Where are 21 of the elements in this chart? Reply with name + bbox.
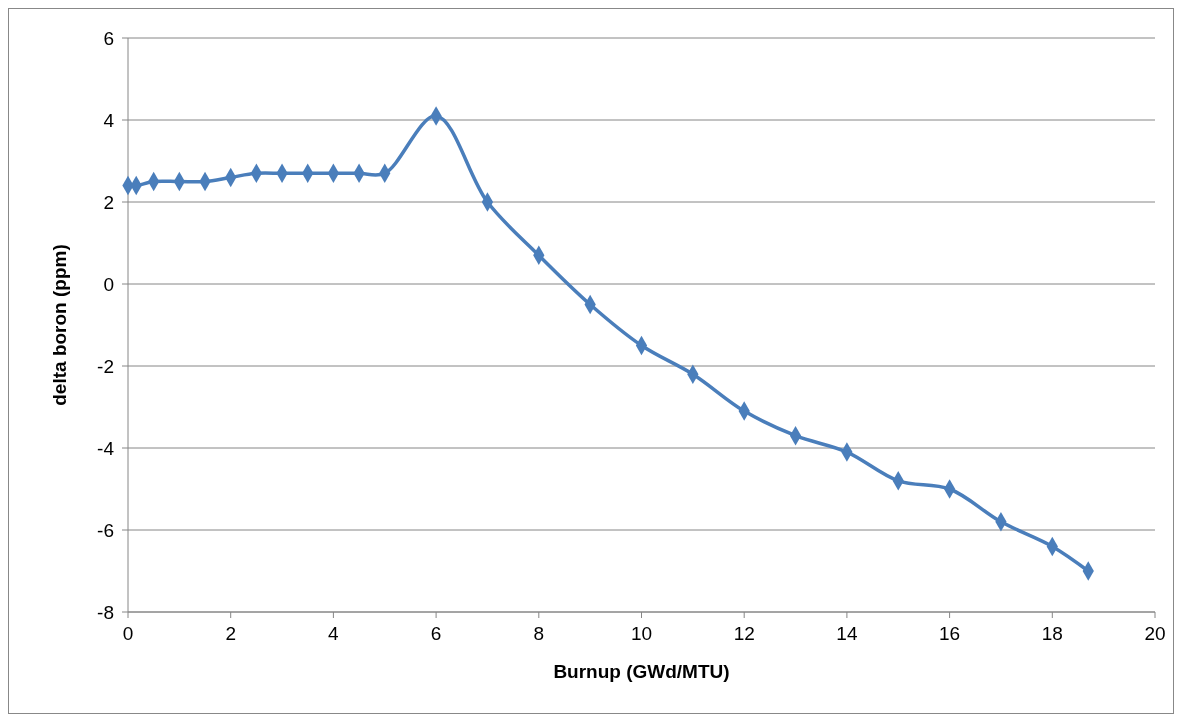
x-tick-label: 10	[630, 623, 653, 644]
x-tick-label: 12	[733, 623, 755, 644]
y-tick-label: -4	[97, 437, 115, 459]
x-tick-label: 2	[225, 623, 236, 644]
x-tick-label: 16	[939, 623, 961, 644]
x-tick-label: 6	[430, 623, 442, 644]
x-tick-label: 8	[533, 623, 545, 644]
y-axis-title: delta boron (ppm)	[49, 244, 70, 406]
y-tick-label: 6	[103, 27, 114, 49]
x-tick-label: 18	[1041, 623, 1063, 644]
y-tick-label: 0	[103, 273, 114, 295]
x-tick-label: 14	[836, 623, 858, 644]
y-tick-label: 2	[103, 191, 114, 213]
y-tick-label: -6	[97, 519, 114, 541]
y-tick-label: -2	[97, 355, 114, 377]
x-tick-label: 4	[328, 623, 340, 644]
y-tick-label: 4	[103, 109, 115, 131]
x-tick-label: 0	[122, 623, 134, 644]
x-tick-label: 20	[1144, 623, 1166, 644]
x-axis-title: Burnup (GWd/MTU)	[553, 661, 730, 682]
y-tick-label: -8	[97, 601, 114, 623]
